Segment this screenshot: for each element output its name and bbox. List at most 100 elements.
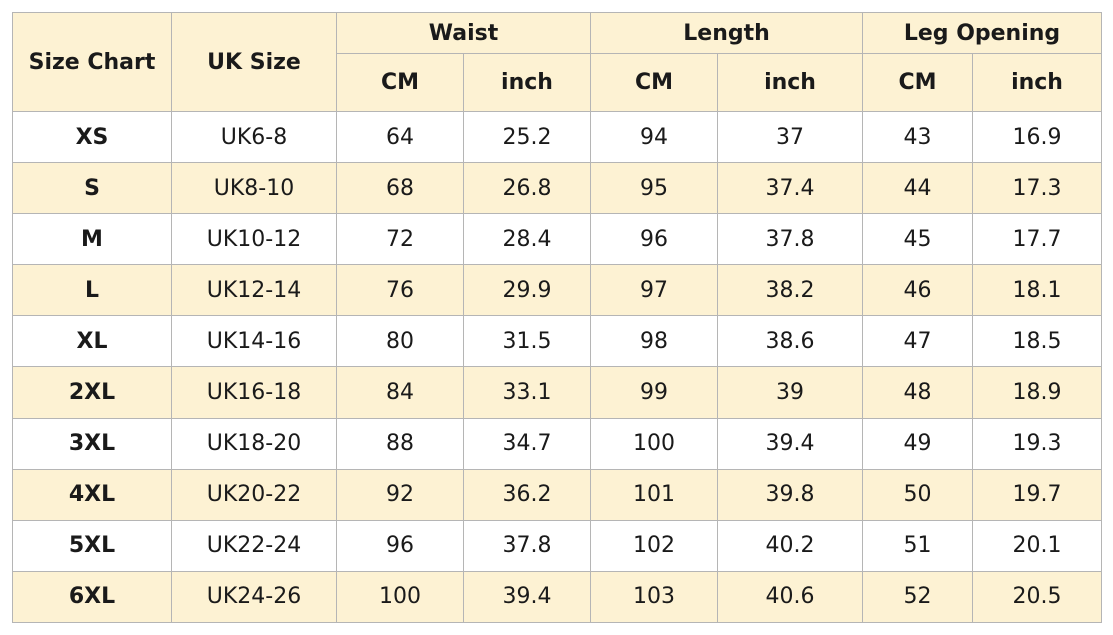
waist-inch-cell: 26.8	[462, 162, 592, 215]
length-cm-cell: 100	[590, 417, 719, 470]
table-row: XL UK14-16 80 31.5 98 38.6 47 18.5	[12, 315, 1103, 368]
leg-inch-header: inch	[972, 53, 1103, 112]
waist-inch-cell: 25.2	[462, 110, 592, 164]
waist-cm-cell: 88	[336, 417, 464, 470]
size-cell: 5XL	[12, 519, 172, 572]
size-cell: XS	[12, 110, 172, 164]
header-row-groups: Size Chart UK Size Waist Length Leg Open…	[12, 12, 1103, 112]
leg-cm-cell: 49	[862, 417, 974, 470]
length-inch-cell: 40.2	[717, 519, 864, 572]
waist-header: Waist	[335, 12, 592, 54]
length-inch-cell: 39.8	[717, 468, 864, 521]
table-row: 5XL UK22-24 96 37.8 102 40.2 51 20.1	[12, 519, 1103, 572]
waist-inch-cell: 28.4	[462, 213, 592, 266]
table-row: L UK12-14 76 29.9 97 38.2 46 18.1	[12, 264, 1103, 317]
length-cm-cell: 99	[590, 366, 719, 419]
length-inch-cell: 37	[717, 110, 864, 164]
uk-size-header: UK Size	[171, 12, 337, 112]
waist-inch-cell: 36.2	[462, 468, 592, 521]
length-cm-cell: 102	[590, 519, 719, 572]
length-cm-cell: 101	[590, 468, 719, 521]
leg-opening-header: Leg Opening	[862, 12, 1103, 54]
length-inch-header: inch	[717, 53, 864, 112]
table-row: 4XL UK20-22 92 36.2 101 39.8 50 19.7	[12, 468, 1103, 521]
length-inch-cell: 39.4	[717, 417, 864, 470]
waist-inch-cell: 33.1	[462, 366, 592, 419]
length-inch-cell: 37.8	[717, 213, 864, 266]
table-body: XS UK6-8 64 25.2 94 37 43 16.9 S UK8-10 68 26.8 95 37…	[12, 110, 1103, 624]
uk-size-cell: UK18-20	[171, 417, 337, 470]
leg-cm-cell: 47	[862, 315, 974, 368]
length-inch-cell: 38.6	[717, 315, 864, 368]
waist-inch-cell: 39.4	[462, 570, 592, 624]
size-cell: 4XL	[12, 468, 172, 521]
leg-cm-cell: 45	[862, 213, 974, 266]
size-cell: 6XL	[12, 570, 172, 624]
waist-inch-header: inch	[462, 53, 592, 112]
table-row: 3XL UK18-20 88 34.7 100 39.4 49 19.3	[12, 417, 1103, 470]
waist-cm-cell: 72	[336, 213, 464, 266]
length-inch-cell: 39	[717, 366, 864, 419]
length-header: Length	[590, 12, 864, 54]
leg-inch-cell: 20.1	[972, 519, 1103, 572]
table-row: 6XL UK24-26 100 39.4 103 40.6 52 20.5	[12, 570, 1103, 624]
size-cell: M	[12, 213, 172, 266]
length-inch-cell: 38.2	[717, 264, 864, 317]
uk-size-cell: UK14-16	[171, 315, 337, 368]
table-header: Size Chart UK Size Waist Length Leg Open…	[12, 12, 1103, 112]
uk-size-cell: UK6-8	[171, 110, 337, 164]
length-cm-cell: 95	[590, 162, 719, 215]
size-cell: 2XL	[12, 366, 172, 419]
length-cm-cell: 98	[590, 315, 719, 368]
waist-cm-cell: 68	[336, 162, 464, 215]
leg-cm-cell: 50	[862, 468, 974, 521]
size-cell: XL	[12, 315, 172, 368]
leg-inch-cell: 18.9	[972, 366, 1103, 419]
uk-size-cell: UK20-22	[171, 468, 337, 521]
waist-inch-cell: 29.9	[462, 264, 592, 317]
waist-inch-cell: 31.5	[462, 315, 592, 368]
length-inch-cell: 40.6	[717, 570, 864, 624]
leg-inch-cell: 16.9	[972, 110, 1103, 164]
length-cm-cell: 96	[590, 213, 719, 266]
uk-size-cell: UK24-26	[171, 570, 337, 624]
waist-cm-cell: 76	[336, 264, 464, 317]
waist-cm-cell: 80	[336, 315, 464, 368]
waist-cm-cell: 64	[336, 110, 464, 164]
leg-cm-cell: 43	[862, 110, 974, 164]
leg-inch-cell: 19.7	[972, 468, 1103, 521]
uk-size-cell: UK16-18	[171, 366, 337, 419]
length-cm-cell: 103	[590, 570, 719, 624]
table-row: XS UK6-8 64 25.2 94 37 43 16.9	[12, 110, 1103, 164]
waist-inch-cell: 34.7	[462, 417, 592, 470]
size-cell: L	[12, 264, 172, 317]
length-cm-cell: 97	[590, 264, 719, 317]
leg-inch-cell: 17.7	[972, 213, 1103, 266]
leg-cm-cell: 52	[862, 570, 974, 624]
leg-cm-header: CM	[862, 53, 974, 112]
length-cm-cell: 94	[590, 110, 719, 164]
waist-cm-header: CM	[336, 53, 464, 112]
table-row: M UK10-12 72 28.4 96 37.8 45 17.7	[12, 213, 1103, 266]
leg-inch-cell: 19.3	[972, 417, 1103, 470]
leg-inch-cell: 17.3	[972, 162, 1103, 215]
table-row: S UK8-10 68 26.8 95 37.4 44 17.3	[12, 162, 1103, 215]
waist-inch-cell: 37.8	[462, 519, 592, 572]
leg-inch-cell: 20.5	[972, 570, 1103, 624]
size-cell: 3XL	[12, 417, 172, 470]
size-chart-table: Size Chart UK Size Waist Length Leg Open…	[12, 12, 1103, 624]
length-inch-cell: 37.4	[717, 162, 864, 215]
size-cell: S	[12, 162, 172, 215]
uk-size-cell: UK8-10	[171, 162, 337, 215]
uk-size-cell: UK22-24	[171, 519, 337, 572]
uk-size-cell: UK12-14	[171, 264, 337, 317]
leg-inch-cell: 18.5	[972, 315, 1103, 368]
leg-cm-cell: 44	[862, 162, 974, 215]
uk-size-cell: UK10-12	[171, 213, 337, 266]
waist-cm-cell: 96	[336, 519, 464, 572]
length-cm-header: CM	[590, 53, 719, 112]
header-row-units: CM inch CM inch CM inch	[13, 53, 1103, 112]
leg-inch-cell: 18.1	[972, 264, 1103, 317]
waist-cm-cell: 84	[336, 366, 464, 419]
leg-cm-cell: 48	[862, 366, 974, 419]
